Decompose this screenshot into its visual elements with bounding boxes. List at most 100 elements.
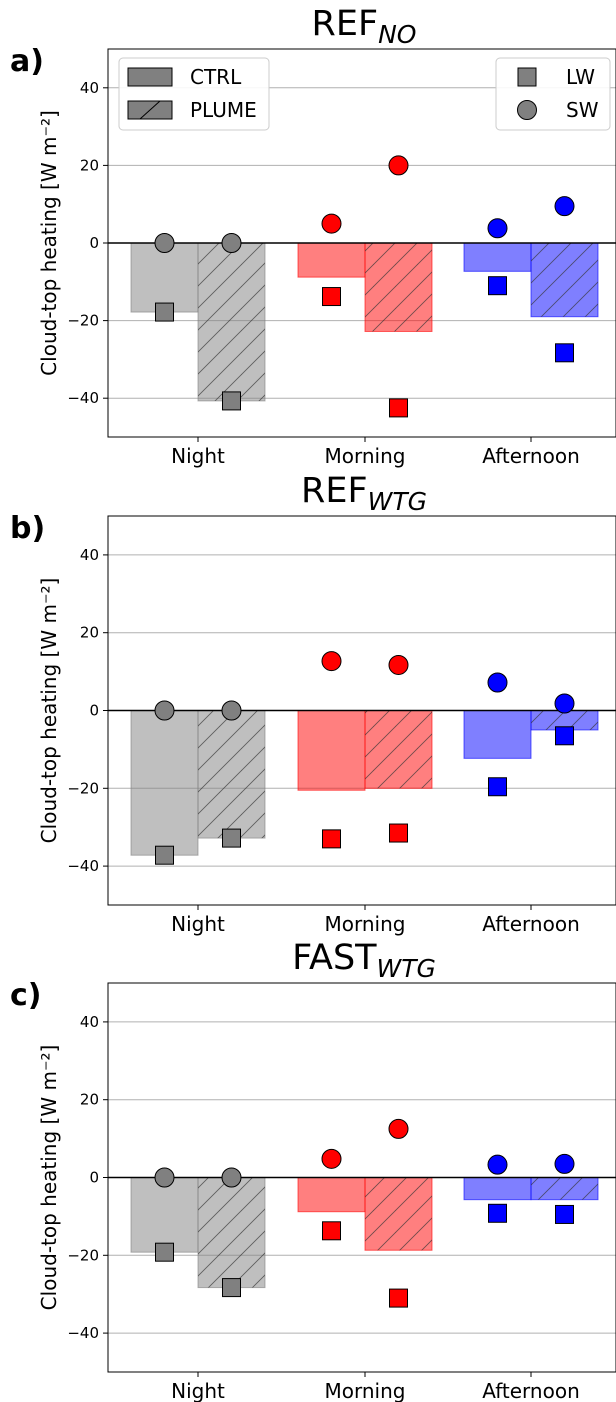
bar-hatch-morning bbox=[365, 1177, 432, 1251]
panel-title-main: REF bbox=[301, 471, 368, 511]
bar-ctrl-morning bbox=[297, 1177, 366, 1213]
bar-ctrl-afternoon bbox=[463, 242, 532, 272]
y-tick-label: 0 bbox=[89, 234, 99, 252]
sw-marker-plume-morning bbox=[388, 654, 409, 675]
bar-ctrl-morning bbox=[297, 242, 366, 278]
panel-label: c) bbox=[10, 978, 42, 1013]
legend-markers: LW SW bbox=[495, 57, 611, 131]
y-tick-label: 20 bbox=[80, 1091, 99, 1109]
lw-marker-ctrl-afternoon bbox=[488, 1203, 507, 1223]
panel-title-main: REF bbox=[312, 4, 379, 44]
sw-marker-plume-night bbox=[221, 700, 242, 721]
x-tick-label: Afternoon bbox=[482, 444, 580, 468]
lw-marker-plume-morning bbox=[389, 398, 408, 418]
y-tick-label: −40 bbox=[67, 857, 99, 875]
panel-3: −40 −20 0 20 40 Night Morning Afternoon Cloud-to… bbox=[10, 938, 616, 1402]
panel-title: REFWTG bbox=[301, 471, 427, 516]
bar-ctrl-morning bbox=[297, 710, 366, 791]
bar-ctrl-night bbox=[130, 710, 199, 856]
panel-title-subscript: WTG bbox=[368, 487, 427, 516]
legend-bars: CTRL PLUME bbox=[118, 57, 270, 131]
panel-title: REFNO bbox=[312, 4, 417, 49]
y-tick-label: 20 bbox=[80, 624, 99, 642]
bar-ctrl-night bbox=[130, 242, 199, 313]
lw-marker-plume-morning bbox=[389, 823, 408, 843]
x-tick-label: Night bbox=[171, 444, 225, 468]
y-tick-label: 0 bbox=[89, 702, 99, 720]
legend-sw-label: SW bbox=[566, 98, 599, 122]
panel-title-main: FAST bbox=[292, 938, 377, 978]
legend-sw-swatch bbox=[517, 100, 537, 120]
y-tick-label: −40 bbox=[67, 389, 99, 407]
y-tick-label: −20 bbox=[67, 1246, 99, 1264]
lw-marker-ctrl-morning bbox=[322, 1221, 341, 1241]
lw-marker-plume-night bbox=[222, 828, 241, 848]
panel-title: FASTWTG bbox=[292, 938, 436, 983]
sw-marker-ctrl-afternoon bbox=[487, 672, 508, 693]
sw-marker-ctrl-morning bbox=[321, 651, 342, 672]
bar-ctrl-afternoon bbox=[463, 1177, 532, 1201]
sw-marker-ctrl-morning bbox=[321, 213, 342, 234]
y-axis-label: Cloud-top heating [W m⁻²] bbox=[37, 110, 61, 376]
lw-marker-plume-night bbox=[222, 391, 241, 411]
x-tick-label: Morning bbox=[325, 1379, 406, 1402]
x-tick-label: Night bbox=[171, 912, 225, 936]
legend-lw-swatch bbox=[517, 67, 537, 87]
y-tick-label: 0 bbox=[89, 1169, 99, 1187]
bar-ctrl-afternoon bbox=[463, 710, 532, 759]
bar-hatch-night bbox=[198, 243, 265, 401]
y-axis-label: Cloud-top heating [W m⁻²] bbox=[37, 578, 61, 844]
x-tick-label: Morning bbox=[325, 444, 406, 468]
y-tick-label: 40 bbox=[80, 1013, 99, 1031]
bar-ctrl-night bbox=[130, 1177, 199, 1253]
y-tick-label: −20 bbox=[67, 779, 99, 797]
legend-ctrl-swatch bbox=[127, 67, 173, 87]
legend-lw-label: LW bbox=[566, 65, 595, 89]
bar-hatch-afternoon bbox=[531, 1177, 598, 1200]
legend-ctrl-label: CTRL bbox=[190, 65, 242, 89]
y-tick-label: 40 bbox=[80, 79, 99, 97]
sw-marker-plume-night bbox=[221, 233, 242, 253]
sw-marker-ctrl-night bbox=[154, 1167, 175, 1188]
x-tick-label: Morning bbox=[325, 912, 406, 936]
lw-marker-ctrl-afternoon bbox=[488, 777, 507, 797]
panel-title-subscript: WTG bbox=[377, 954, 436, 983]
x-tick-label: Afternoon bbox=[482, 1379, 580, 1402]
sw-marker-plume-afternoon bbox=[554, 693, 575, 714]
sw-marker-plume-morning bbox=[388, 1118, 409, 1139]
sw-marker-plume-night bbox=[221, 1167, 242, 1188]
lw-marker-plume-afternoon bbox=[555, 343, 574, 363]
sw-marker-plume-afternoon bbox=[554, 196, 575, 217]
lw-marker-ctrl-night bbox=[155, 845, 174, 865]
panel-2: −40 −20 0 20 40 Night Morning Afternoon Cloud-to… bbox=[10, 471, 616, 936]
sw-marker-ctrl-afternoon bbox=[487, 1154, 508, 1175]
bar-hatch-morning bbox=[365, 243, 432, 332]
legend-plume-hatch bbox=[139, 100, 161, 120]
panel-1: −40 −20 0 20 40 Night Morning Afternoon Cloud-to… bbox=[10, 4, 616, 468]
lw-marker-ctrl-morning bbox=[322, 287, 341, 307]
y-tick-label: −40 bbox=[67, 1324, 99, 1342]
panel-label: a) bbox=[10, 44, 44, 79]
x-tick-label: Night bbox=[171, 1379, 225, 1402]
bar-hatch-afternoon bbox=[531, 710, 598, 730]
y-axis-label: Cloud-top heating [W m⁻²] bbox=[37, 1045, 61, 1311]
y-tick-label: −20 bbox=[67, 312, 99, 330]
bar-hatch-morning bbox=[365, 710, 432, 789]
sw-marker-plume-morning bbox=[388, 155, 409, 176]
bar-hatch-afternoon bbox=[531, 243, 598, 317]
lw-marker-plume-morning bbox=[389, 1288, 408, 1308]
bar-hatch-night bbox=[198, 1177, 265, 1288]
y-tick-label: 20 bbox=[80, 156, 99, 174]
panel-label: b) bbox=[10, 511, 45, 546]
lw-marker-plume-afternoon bbox=[555, 726, 574, 746]
legend-plume-label: PLUME bbox=[190, 98, 257, 122]
sw-marker-ctrl-afternoon bbox=[487, 218, 508, 239]
bar-hatch-night bbox=[198, 710, 265, 839]
lw-marker-ctrl-afternoon bbox=[488, 276, 507, 296]
sw-marker-plume-afternoon bbox=[554, 1153, 575, 1174]
sw-marker-ctrl-night bbox=[154, 700, 175, 721]
sw-marker-ctrl-morning bbox=[321, 1148, 342, 1169]
lw-marker-ctrl-morning bbox=[322, 829, 341, 849]
lw-marker-plume-afternoon bbox=[555, 1204, 574, 1224]
